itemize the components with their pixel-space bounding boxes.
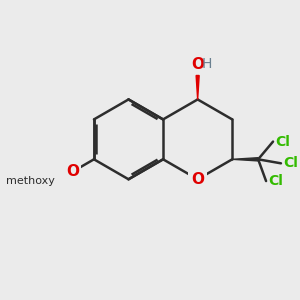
Polygon shape [232, 158, 258, 161]
Text: Cl: Cl [284, 156, 298, 170]
Text: O: O [191, 57, 204, 72]
Text: Cl: Cl [276, 135, 291, 148]
Text: methoxy: methoxy [5, 176, 54, 186]
Text: O: O [66, 164, 79, 179]
Text: H: H [202, 57, 212, 70]
Polygon shape [196, 76, 199, 99]
Text: Cl: Cl [269, 174, 284, 188]
Text: O: O [191, 172, 204, 187]
